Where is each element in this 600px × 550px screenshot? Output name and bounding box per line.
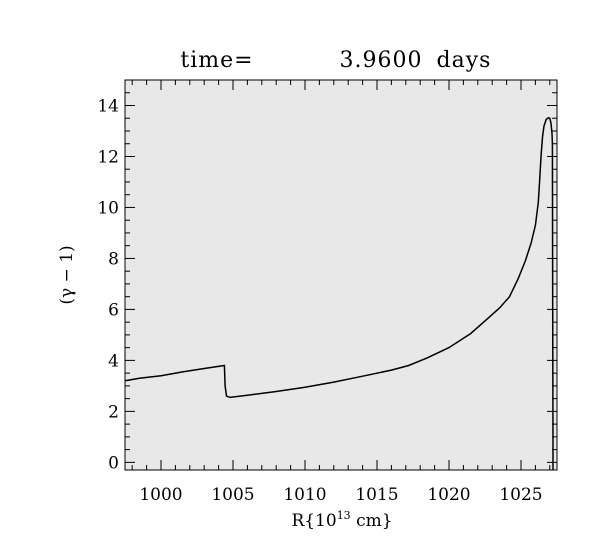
y-tick-label: 4 <box>108 351 119 371</box>
x-tick-label: 1010 <box>283 485 326 505</box>
y-tick-label: 2 <box>108 402 119 422</box>
x-tick-label: 1000 <box>139 485 182 505</box>
y-axis-label: (γ − 1) <box>57 245 77 304</box>
x-axis-label: R{1013 cm} <box>291 509 392 531</box>
x-tick-labels: 1000 1005 1010 1015 1020 1025 <box>139 485 542 505</box>
x-tick-label: 1020 <box>427 485 470 505</box>
chart-title-label: time= <box>180 48 253 73</box>
chart-title-value: 3.9600 <box>340 48 423 73</box>
chart-title-unit: days <box>437 48 492 73</box>
x-axis-label-base: R{10 <box>291 511 336 531</box>
y-tick-labels: 0 2 4 6 8 10 12 14 <box>97 96 119 473</box>
y-tick-label: 6 <box>108 300 119 320</box>
series-line <box>124 116 554 470</box>
plot-frame <box>124 79 558 471</box>
x-tick-label: 1025 <box>499 485 542 505</box>
y-tick-label: 10 <box>97 198 119 218</box>
plot-area <box>125 80 557 470</box>
y-tick-label: 8 <box>108 249 119 269</box>
x-tick-label: 1015 <box>355 485 398 505</box>
x-tick-label: 1005 <box>211 485 254 505</box>
x-axis-label-tail: cm} <box>351 511 393 531</box>
y-tick-label: 12 <box>97 147 119 167</box>
y-tick-label: 0 <box>108 453 119 473</box>
x-axis-label-exponent: 13 <box>337 509 351 522</box>
y-tick-label: 14 <box>97 96 119 116</box>
